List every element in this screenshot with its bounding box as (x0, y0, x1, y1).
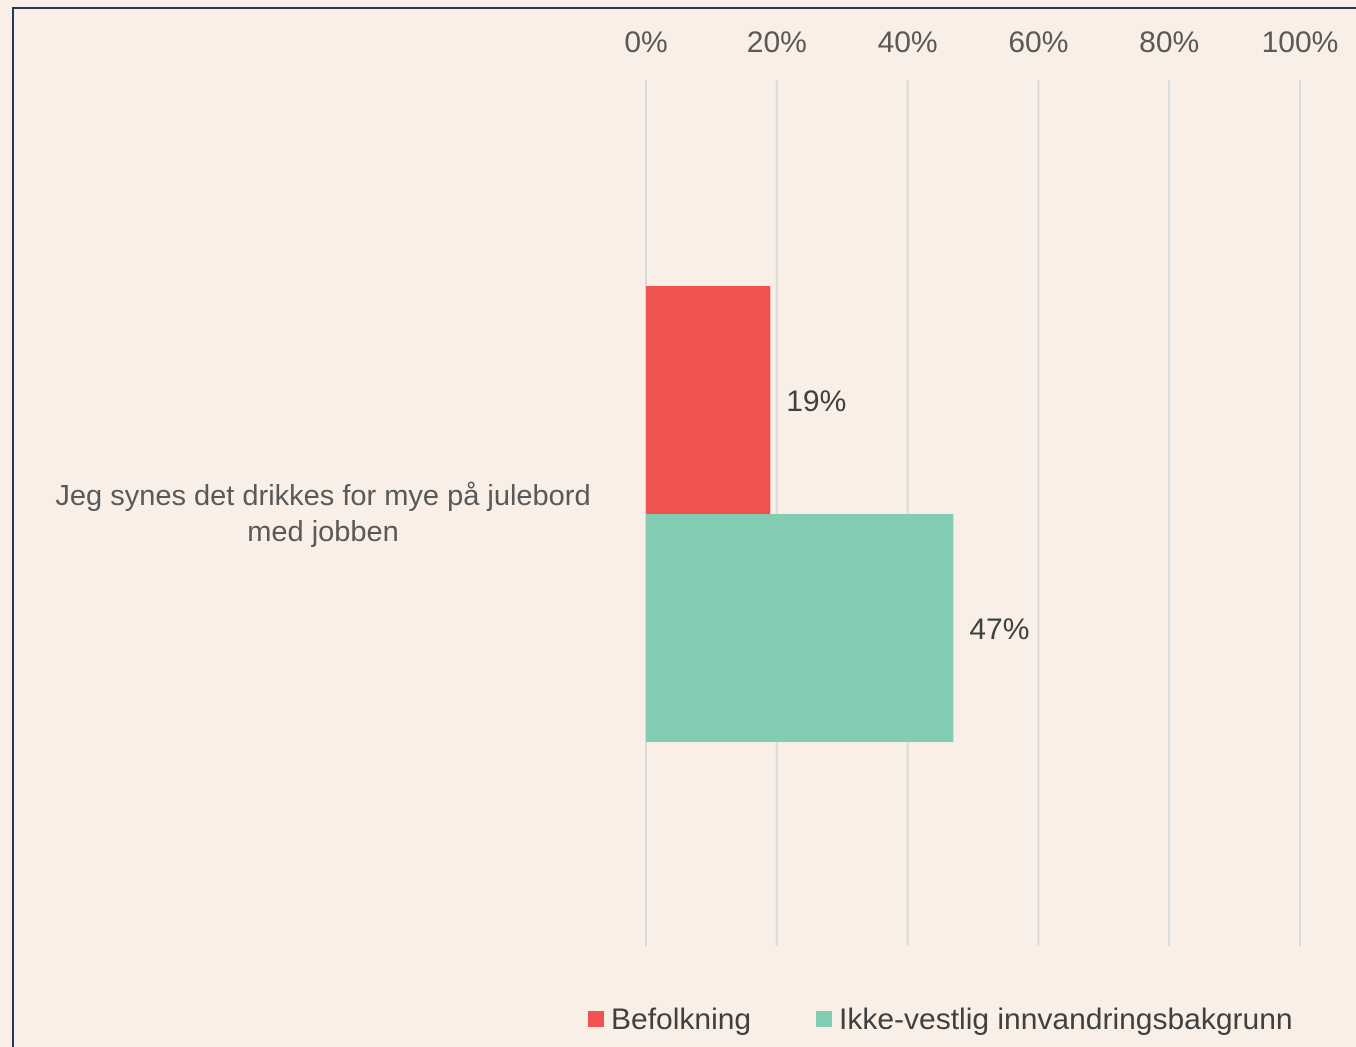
x-tick-label: 20% (747, 26, 807, 59)
bar-befolkning (646, 286, 771, 514)
x-axis-tick-labels: 0% 20% 40% 60% 80% 100% (624, 26, 1338, 59)
data-label: 19% (786, 385, 846, 418)
legend-item: Befolkning (588, 1003, 751, 1036)
x-tick-label: 100% (1262, 26, 1339, 59)
legend-item: Ikke-vestlig innvandringsbakgrunn (816, 1003, 1293, 1036)
bars (646, 286, 954, 742)
category-label: med jobben (247, 516, 399, 548)
x-tick-label: 0% (624, 26, 667, 59)
legend: Befolkning Ikke-vestlig innvandringsbakgr… (588, 1003, 1293, 1036)
x-tick-label: 80% (1139, 26, 1199, 59)
legend-swatch (588, 1011, 604, 1027)
data-label: 47% (969, 613, 1029, 646)
x-tick-label: 40% (878, 26, 938, 59)
category-label: Jeg synes det drikkes for mye på julebor… (55, 480, 590, 512)
legend-label: Befolkning (611, 1003, 751, 1036)
bar-ikke-vestlig (646, 514, 954, 742)
category-labels: Jeg synes det drikkes for mye på julebor… (55, 480, 590, 548)
legend-label: Ikke-vestlig innvandringsbakgrunn (839, 1003, 1293, 1036)
data-labels: 19% 47% (786, 385, 1029, 646)
legend-swatch (816, 1011, 832, 1027)
x-tick-label: 60% (1008, 26, 1068, 59)
